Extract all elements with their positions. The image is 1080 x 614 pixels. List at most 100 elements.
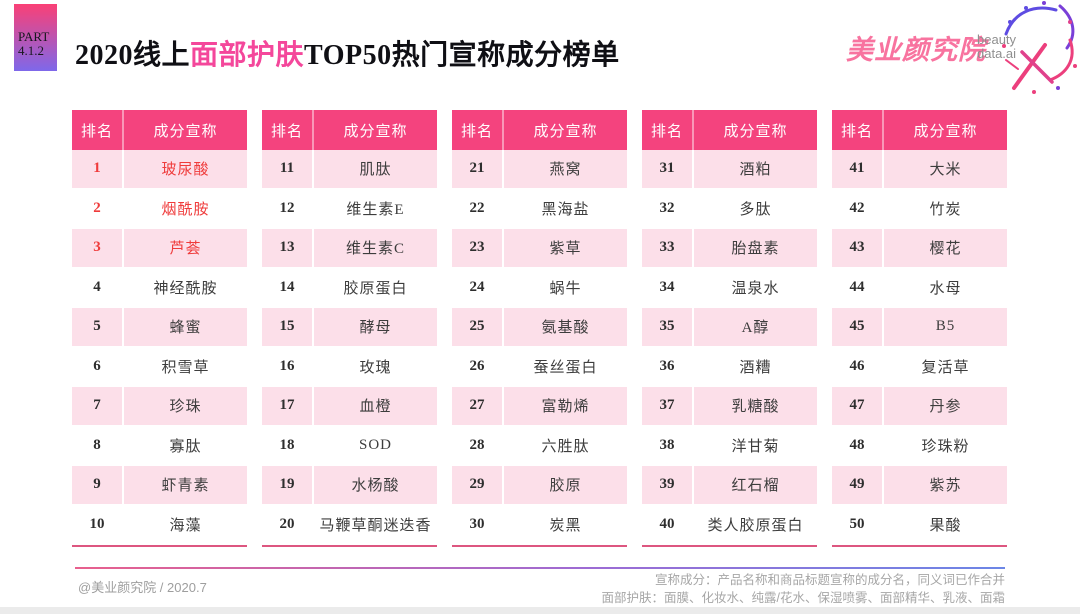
ingredient-cell: 胶原: [549, 478, 582, 495]
table-row: 35 A醇: [642, 308, 817, 348]
ingredient-cell: 红石榴: [731, 478, 780, 495]
ingredient-cell: 酒糟: [739, 359, 772, 376]
ingredient-cell: 大米: [929, 162, 962, 179]
table-row: 23 紫草: [452, 229, 627, 269]
table-row: 48 珍珠粉: [832, 426, 1007, 466]
claim-column-header: 成分宣称: [913, 123, 978, 140]
table-row: 17 血橙: [262, 387, 437, 427]
ingredient-cell: 马鞭草酮迷迭香: [319, 517, 432, 534]
ingredient-cell: 酵母: [359, 320, 392, 337]
table-row: 21 燕窝: [452, 150, 627, 190]
rank-cell: 30: [452, 505, 504, 543]
table-row: 20 马鞭草酮迷迭香: [262, 505, 437, 545]
rank-cell: 15: [262, 308, 314, 346]
rank-cell: 20: [262, 505, 314, 543]
table-row: 11 肌肽: [262, 150, 437, 190]
table-row: 34 温泉水: [642, 268, 817, 308]
table-header-row: 排名 成分宣称: [452, 110, 627, 150]
table-row: 7 珍珠: [72, 387, 247, 427]
table-row: 29 胶原: [452, 466, 627, 506]
ingredient-cell: 海藻: [169, 517, 202, 534]
rank-cell: 1: [72, 150, 124, 188]
rank-cell: 25: [452, 308, 504, 346]
rank-cell: 28: [452, 426, 504, 464]
table-row: 12 维生素E: [262, 189, 437, 229]
table-row: 15 酵母: [262, 308, 437, 348]
table-row: 18 SOD: [262, 426, 437, 466]
table-row: 43 樱花: [832, 229, 1007, 269]
ingredient-cell: 寡肽: [169, 438, 202, 455]
title-highlight: 面部护肤: [190, 40, 305, 71]
table-row: 39 红石榴: [642, 466, 817, 506]
rank-cell: 32: [642, 189, 694, 227]
title-suffix: TOP50热门宣称成分榜单: [304, 40, 620, 71]
ranking-table-4: 排名 成分宣称 31 酒粕 32 多肽 33 胎盘素 34 温泉水 35 A醇 36 酒糟 37 乳糖酸 38 洋…: [642, 110, 817, 547]
table-row: 42 竹炭: [832, 189, 1007, 229]
rank-cell: 33: [642, 229, 694, 267]
rank-cell: 21: [452, 150, 504, 188]
table-row: 3 芦荟: [72, 229, 247, 269]
ingredient-cell: 珍珠粉: [921, 438, 970, 455]
table-row: 13 维生素C: [262, 229, 437, 269]
ingredient-cell: 玻尿酸: [161, 162, 210, 179]
footer-note-categories: 面部护肤：面膜、化妆水、纯露/花水、保湿喷雾、面部精华、乳液、面霜: [601, 591, 1005, 605]
table-row: 22 黑海盐: [452, 189, 627, 229]
rank-cell: 11: [262, 150, 314, 188]
rank-cell: 29: [452, 466, 504, 504]
rank-cell: 38: [642, 426, 694, 464]
table-row: 28 六胜肽: [452, 426, 627, 466]
rank-cell: 10: [72, 505, 124, 543]
brand-logo-sub-line1: beauty: [977, 32, 1017, 47]
table-row: 36 酒糟: [642, 347, 817, 387]
rank-cell: 46: [832, 347, 884, 385]
rank-cell: 22: [452, 189, 504, 227]
rank-cell: 35: [642, 308, 694, 346]
rank-cell: 19: [262, 466, 314, 504]
table-row: 2 烟酰胺: [72, 189, 247, 229]
rank-cell: 47: [832, 387, 884, 425]
brand-logo-cn: 美业颜究院: [846, 35, 986, 65]
rank-cell: 8: [72, 426, 124, 464]
table-row: 9 虾青素: [72, 466, 247, 506]
rank-cell: 45: [832, 308, 884, 346]
claim-column-header: 成分宣称: [153, 123, 218, 140]
part-badge-line2: 4.1.2: [18, 43, 44, 58]
table-row: 41 大米: [832, 150, 1007, 190]
ingredient-cell: 黑海盐: [541, 201, 590, 218]
table-row: 1 玻尿酸: [72, 150, 247, 190]
rank-cell: 17: [262, 387, 314, 425]
table-row: 49 紫苏: [832, 466, 1007, 506]
footer-credit: @美业颜究院 / 2020.7: [78, 580, 207, 595]
ranking-tables: 排名 成分宣称 1 玻尿酸 2 烟酰胺 3 芦荟 4 神经酰胺 5 蜂蜜 6 积雪草 7 珍珠 8 寡肽 9 虾青素 1…: [72, 110, 1007, 547]
rank-cell: 6: [72, 347, 124, 385]
table-row: 5 蜂蜜: [72, 308, 247, 348]
ranking-table-3: 排名 成分宣称 21 燕窝 22 黑海盐 23 紫草 24 蜗牛 25 氨基酸 26 蚕丝蛋白 27 富勒烯 2…: [452, 110, 627, 547]
table-row: 37 乳糖酸: [642, 387, 817, 427]
ingredient-cell: 竹炭: [929, 201, 962, 218]
table-row: 10 海藻: [72, 505, 247, 545]
rank-cell: 26: [452, 347, 504, 385]
table-row: 4 神经酰胺: [72, 268, 247, 308]
table-row: 44 水母: [832, 268, 1007, 308]
claim-column-header: 成分宣称: [533, 123, 598, 140]
ingredient-cell: B5: [935, 318, 956, 335]
ingredient-cell: 富勒烯: [541, 399, 590, 416]
rank-cell: 50: [832, 505, 884, 543]
table-row: 25 氨基酸: [452, 308, 627, 348]
rank-cell: 16: [262, 347, 314, 385]
table-row: 32 多肽: [642, 189, 817, 229]
ingredient-cell: 炭黑: [549, 517, 582, 534]
ingredient-cell: 温泉水: [731, 280, 780, 297]
bottom-gray-strip: [0, 607, 1080, 614]
ingredient-cell: 蜗牛: [549, 280, 582, 297]
table-row: 45 B5: [832, 308, 1007, 348]
table-row: 14 胶原蛋白: [262, 268, 437, 308]
table-row: 24 蜗牛: [452, 268, 627, 308]
table-row: 16 玫瑰: [262, 347, 437, 387]
ingredient-cell: 珍珠: [169, 399, 202, 416]
ingredient-cell: 紫苏: [929, 478, 962, 495]
rank-cell: 12: [262, 189, 314, 227]
ingredient-cell: 果酸: [929, 517, 962, 534]
brand-logo-sub-line2: data.ai: [977, 46, 1017, 61]
